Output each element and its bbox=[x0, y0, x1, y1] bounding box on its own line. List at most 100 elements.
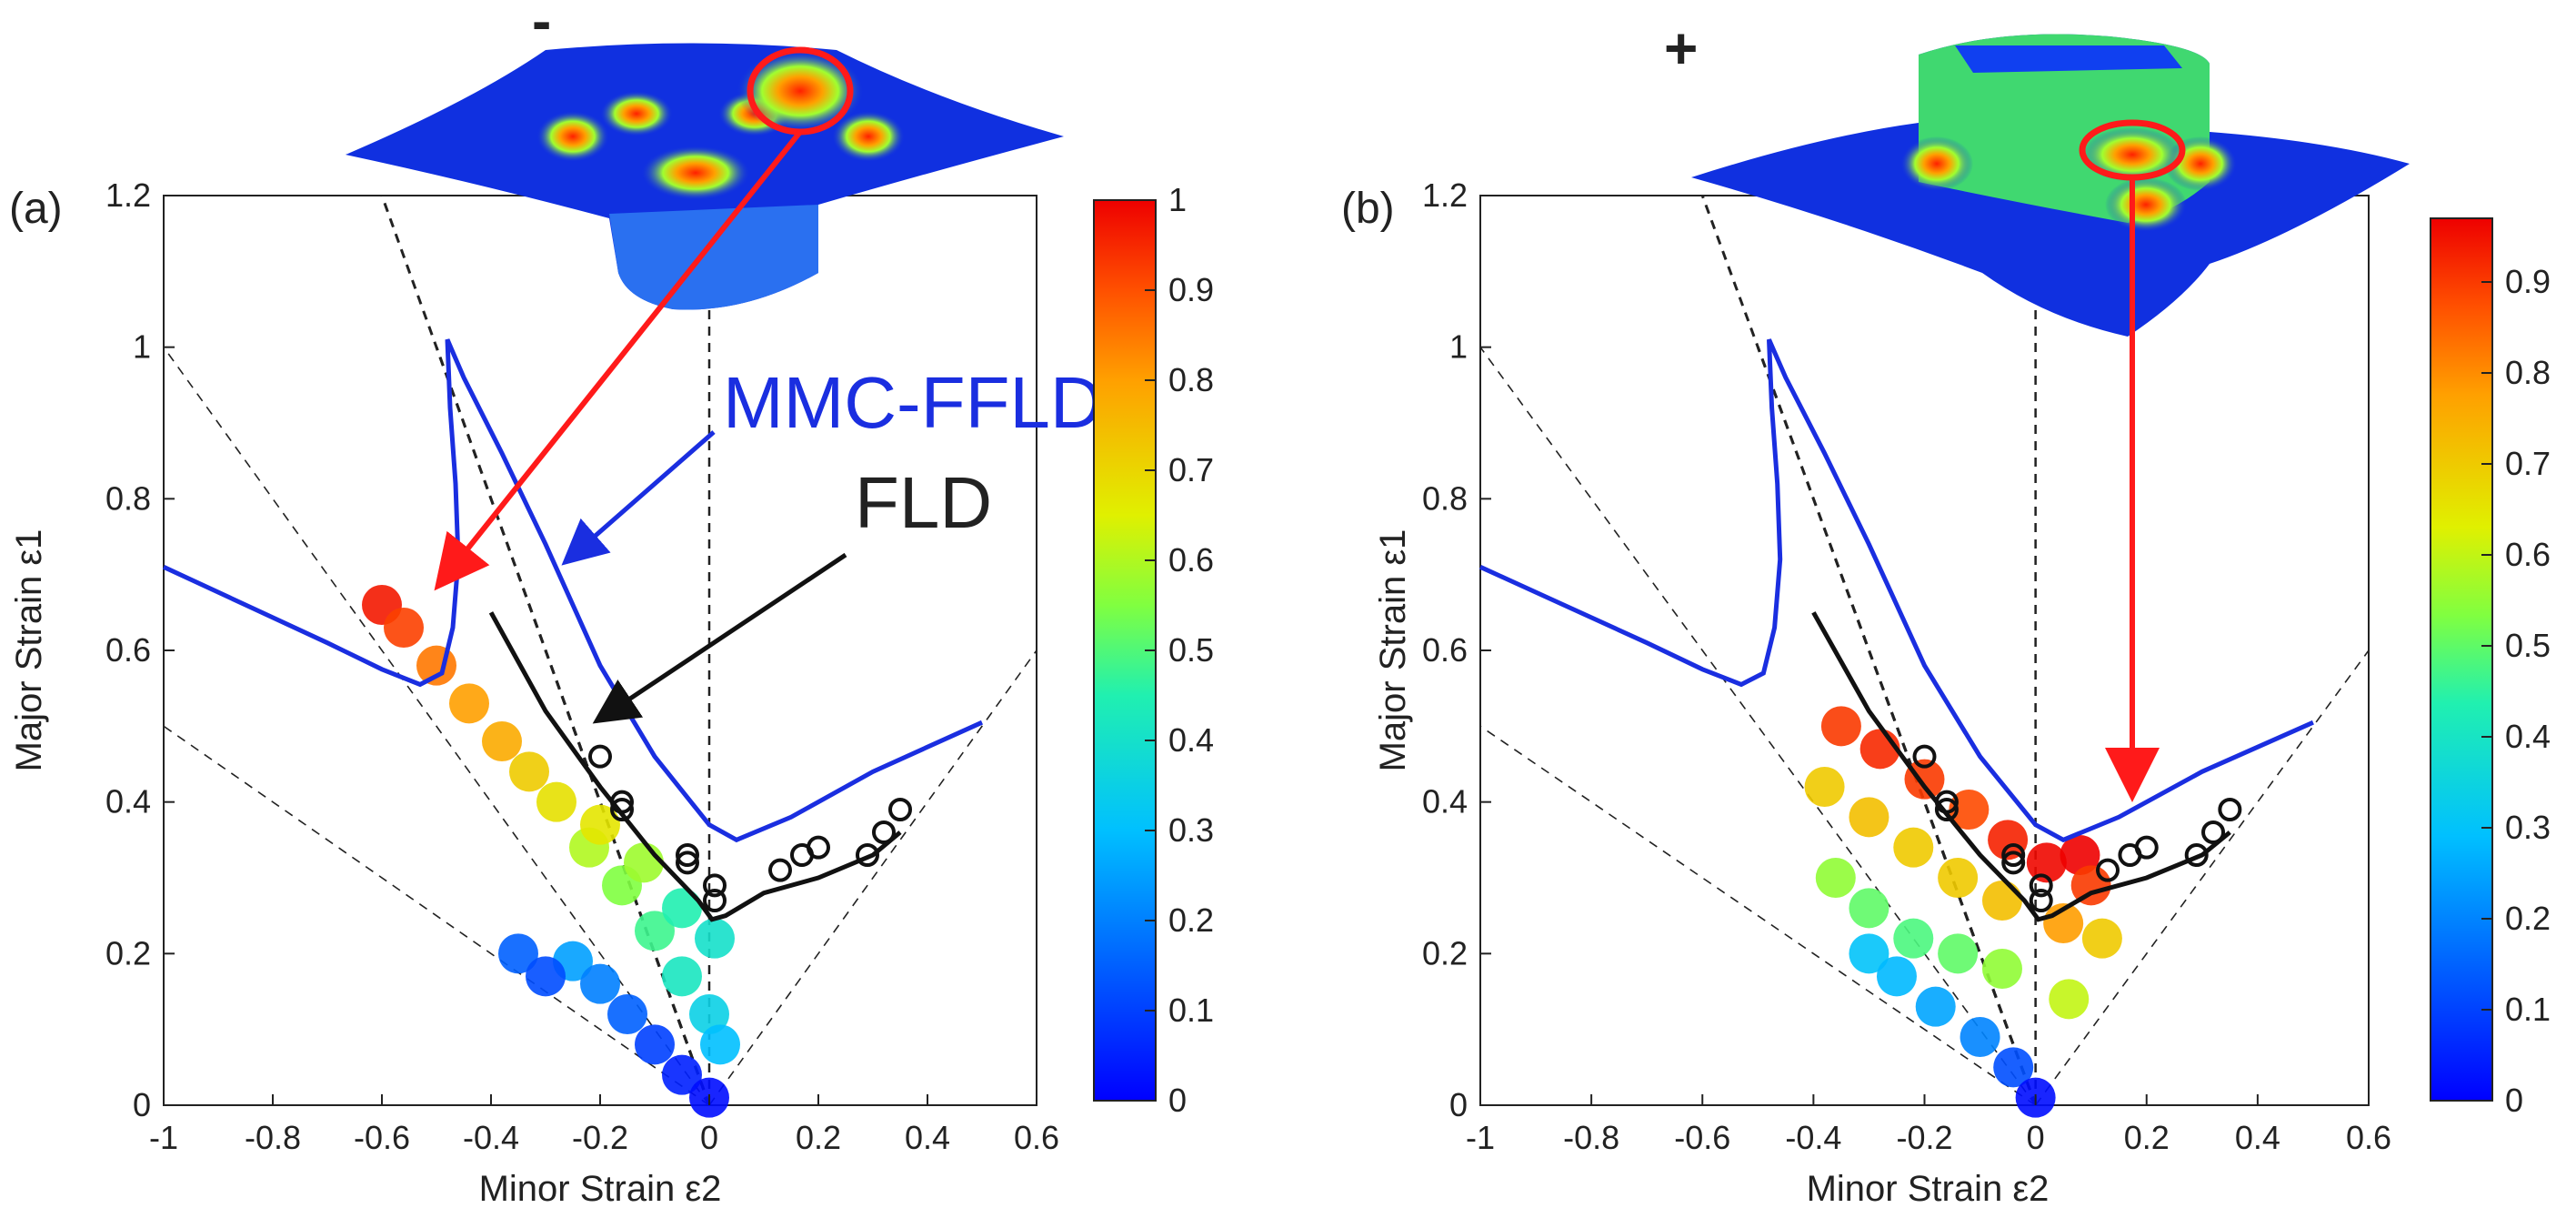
simulation-point bbox=[416, 645, 456, 686]
colorbar-tick-label: 0.2 bbox=[2505, 900, 2551, 937]
x-tick-label: -0.2 bbox=[572, 1119, 628, 1156]
colorbar-tick-label: 0.5 bbox=[1168, 631, 1214, 669]
y-tick-label: 1 bbox=[133, 328, 151, 366]
simulation-point bbox=[689, 994, 729, 1034]
experimental-point bbox=[2029, 873, 2053, 898]
experimental-points-a bbox=[588, 744, 912, 912]
experimental-point bbox=[2001, 851, 2026, 875]
experimental-point bbox=[856, 843, 879, 867]
experimental-point bbox=[1912, 744, 1937, 769]
panel-a-label: (a) bbox=[9, 185, 63, 233]
experimental-point bbox=[2201, 820, 2226, 844]
colorbar-tick-label: 1 bbox=[1168, 181, 1187, 218]
y-axis-ticks-b: 0 0.2 0.4 0.6 0.8 1 1.2 bbox=[1422, 176, 1491, 1123]
y-tick-label: 0.2 bbox=[1422, 934, 1468, 971]
colorbar-b bbox=[2430, 217, 2493, 1102]
experimental-point bbox=[703, 873, 727, 898]
simulation-point bbox=[1960, 1017, 2000, 1057]
experimental-point bbox=[2029, 889, 2053, 912]
experimental-point bbox=[610, 798, 634, 821]
experimental-point bbox=[610, 790, 634, 814]
panel-b-sign: + bbox=[1664, 15, 1698, 81]
y-tick-label: 0.8 bbox=[105, 479, 151, 517]
x-tick-label: -0.2 bbox=[1896, 1119, 1952, 1156]
simulation-point bbox=[700, 1024, 740, 1065]
y-tick-label: 0.6 bbox=[1422, 631, 1468, 669]
x-tick-label: -0.4 bbox=[463, 1119, 519, 1156]
simulation-points-b bbox=[1804, 706, 2122, 1118]
experimental-point bbox=[703, 889, 727, 912]
colorbar-tick-label: 0.6 bbox=[2505, 536, 2551, 573]
reference-lines-b bbox=[1479, 195, 2370, 1106]
y-tick-label: 0 bbox=[133, 1086, 151, 1123]
simulation-point bbox=[662, 1054, 702, 1095]
reference-line bbox=[1479, 347, 2037, 1106]
fem-part-render-b bbox=[1691, 34, 2410, 337]
simulation-point bbox=[449, 683, 489, 724]
fld-curve bbox=[488, 611, 902, 922]
simulation-point bbox=[1981, 881, 2022, 921]
panel-a-sign: - bbox=[532, 0, 551, 54]
experimental-point bbox=[2184, 843, 2209, 867]
colorbar-tick-label: 0 bbox=[2505, 1082, 2523, 1119]
colorbar-tick-label: 0.2 bbox=[1168, 901, 1214, 939]
simulation-point bbox=[526, 956, 566, 997]
x-tick-label: 0.4 bbox=[905, 1119, 950, 1156]
simulation-point bbox=[580, 804, 620, 845]
experimental-point bbox=[1934, 790, 1959, 814]
fld-curve bbox=[1811, 611, 2231, 922]
x-tick-label: -0.4 bbox=[1785, 1119, 1841, 1156]
experimental-point bbox=[676, 843, 699, 867]
simulation-point bbox=[1849, 888, 1889, 929]
experimental-point bbox=[807, 835, 830, 860]
simulation-point bbox=[509, 751, 549, 792]
blue-arrow-a bbox=[561, 430, 716, 566]
x-tick-label: -0.6 bbox=[354, 1119, 410, 1156]
y-axis-title-b: Major Strain ε1 bbox=[1373, 529, 1413, 772]
experimental-point bbox=[676, 851, 699, 875]
plot-frame-b bbox=[1479, 195, 2370, 1106]
x-tick-label: -0.6 bbox=[1674, 1119, 1730, 1156]
experimental-point bbox=[888, 798, 912, 821]
x-axis-title-a: Minor Strain ε2 bbox=[479, 1169, 722, 1209]
simulation-point bbox=[2026, 842, 2067, 883]
simulation-point bbox=[695, 918, 735, 959]
simulation-point bbox=[498, 933, 538, 974]
colorbar-tick-label: 0.9 bbox=[2505, 263, 2551, 300]
y-tick-label: 0 bbox=[1449, 1086, 1468, 1123]
simulation-point bbox=[1849, 933, 1889, 974]
x-tick-label: 0 bbox=[2027, 1119, 2045, 1156]
x-tick-label: -0.8 bbox=[1563, 1119, 1619, 1156]
experimental-point bbox=[2001, 843, 2026, 867]
colorbar-tick-label: 0.4 bbox=[2505, 718, 2551, 755]
reference-line bbox=[163, 347, 710, 1106]
curves-b bbox=[1478, 338, 2314, 922]
x-tick-label: -0.8 bbox=[245, 1119, 301, 1156]
simulation-point bbox=[1938, 858, 1979, 898]
colorbar-tick-label: 0.1 bbox=[1168, 992, 1214, 1029]
colorbar-tick-label: 0.6 bbox=[1168, 541, 1214, 579]
simulation-point bbox=[1893, 918, 1934, 959]
y-tick-label: 0.2 bbox=[105, 934, 151, 971]
simulation-point bbox=[1804, 767, 1845, 807]
simulation-point bbox=[1815, 858, 1856, 898]
experimental-points-b bbox=[1912, 744, 2242, 912]
x-tick-label: 0.2 bbox=[2124, 1119, 2170, 1156]
y-tick-label: 1.2 bbox=[105, 176, 151, 214]
simulation-point bbox=[1988, 820, 2029, 861]
y-axis-ticks-a: 0 0.2 0.4 0.6 0.8 1 1.2 bbox=[105, 176, 175, 1123]
simulation-point bbox=[580, 963, 620, 1004]
simulation-point bbox=[635, 911, 675, 951]
simulation-point bbox=[1981, 949, 2022, 989]
annotation-fld: FLD bbox=[855, 462, 992, 543]
black-arrow-a bbox=[592, 552, 847, 724]
simulation-point bbox=[1993, 1047, 2034, 1088]
simulation-point bbox=[1820, 706, 1861, 747]
experimental-point bbox=[2218, 798, 2242, 821]
colorbar-tick-label: 0.5 bbox=[2505, 627, 2551, 664]
x-tick-label: 0 bbox=[700, 1119, 718, 1156]
simulation-point bbox=[662, 956, 702, 997]
fem-part-render-a bbox=[346, 43, 1064, 310]
simulation-point bbox=[536, 781, 576, 822]
